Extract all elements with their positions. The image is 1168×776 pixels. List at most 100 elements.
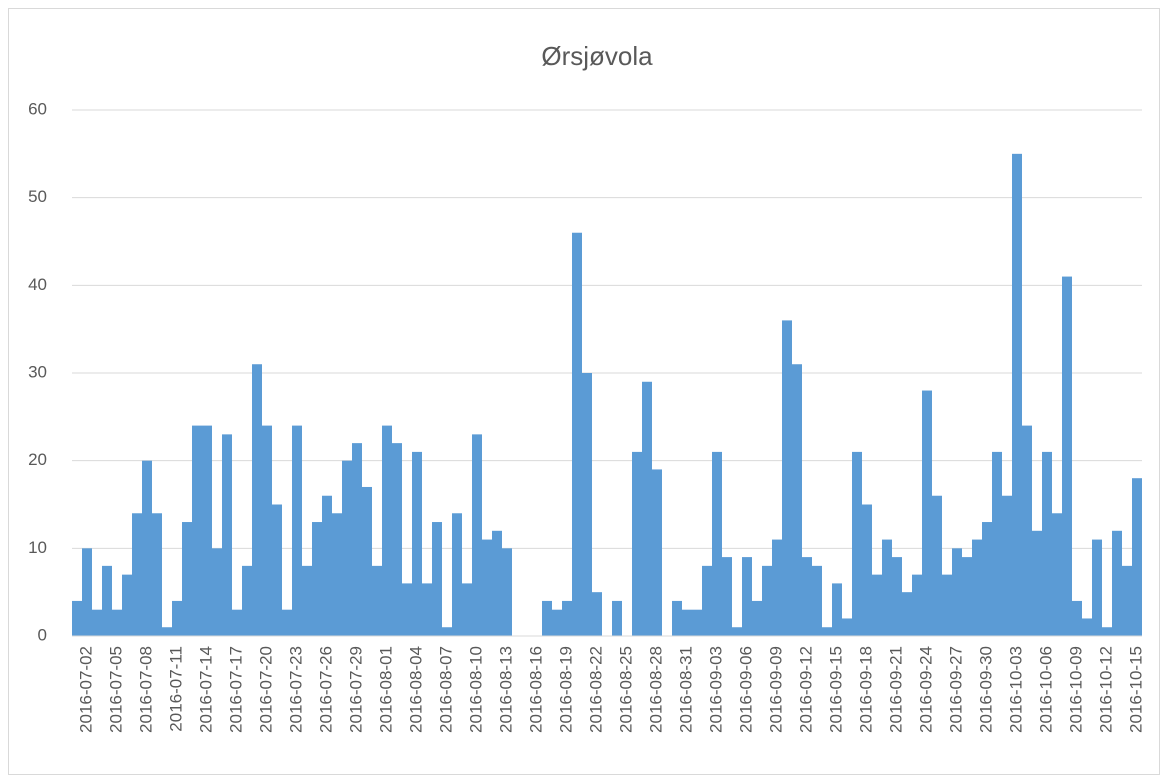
- bar: [92, 609, 102, 636]
- x-tick-label: 2016-07-20: [256, 646, 275, 733]
- x-tick-label: 2016-08-10: [466, 646, 485, 733]
- x-tick-label: 2016-10-09: [1066, 646, 1085, 733]
- bar: [572, 232, 582, 636]
- bar: [372, 565, 382, 636]
- x-tick-label: 2016-07-08: [136, 646, 155, 733]
- bar: [1042, 451, 1052, 636]
- bar: [592, 592, 602, 636]
- bar: [912, 574, 922, 636]
- x-tick-label: 2016-09-18: [856, 646, 875, 733]
- bar: [732, 627, 742, 636]
- x-tick-label: 2016-07-14: [196, 646, 215, 733]
- x-tick-label: 2016-07-17: [226, 646, 245, 733]
- bar: [212, 548, 222, 636]
- x-tick-label: 2016-08-25: [616, 646, 635, 733]
- bar: [832, 583, 842, 636]
- x-tick-label: 2016-09-21: [886, 646, 905, 733]
- x-tick-label: 2016-07-11: [166, 646, 185, 732]
- x-tick-label: 2016-08-07: [436, 646, 455, 733]
- x-tick-label: 2016-07-02: [76, 646, 95, 733]
- bar: [632, 451, 642, 636]
- x-tick-label: 2016-09-09: [766, 646, 785, 733]
- bar: [892, 557, 902, 636]
- x-tick-label: 2016-10-12: [1096, 646, 1115, 733]
- bar: [862, 504, 872, 636]
- bar: [1082, 618, 1092, 636]
- y-tick-label: 40: [28, 275, 47, 294]
- bar: [192, 425, 202, 636]
- bar: [352, 443, 362, 636]
- bar: [282, 609, 292, 636]
- x-tick-label: 2016-08-01: [376, 646, 395, 733]
- bar: [462, 583, 472, 636]
- bar: [802, 557, 812, 636]
- bar: [152, 513, 162, 636]
- bar: [952, 548, 962, 636]
- bar: [252, 364, 262, 636]
- bar: [122, 574, 132, 636]
- x-tick-label: 2016-08-13: [496, 646, 515, 733]
- x-tick-label: 2016-09-03: [706, 646, 725, 733]
- bar: [612, 600, 622, 636]
- bar: [562, 600, 572, 636]
- bar: [442, 627, 452, 636]
- bar: [402, 583, 412, 636]
- x-tick-label: 2016-10-06: [1036, 646, 1055, 733]
- bar: [692, 609, 702, 636]
- bar: [902, 592, 912, 636]
- bar: [822, 627, 832, 636]
- bar: [722, 557, 732, 636]
- bar: [222, 434, 232, 636]
- bar: [232, 609, 242, 636]
- bar: [552, 609, 562, 636]
- bar: [322, 495, 332, 636]
- x-tick-label: 2016-07-26: [316, 646, 335, 733]
- bar: [242, 565, 252, 636]
- x-tick-label: 2016-08-22: [586, 646, 605, 733]
- bar: [682, 609, 692, 636]
- bar: [702, 565, 712, 636]
- bar: [652, 469, 662, 636]
- bar: [1132, 478, 1142, 636]
- bar: [1032, 530, 1042, 636]
- bar: [672, 600, 682, 636]
- bar: [1122, 565, 1132, 636]
- x-tick-label: 2016-07-05: [106, 646, 125, 733]
- bar: [362, 486, 372, 636]
- chart-title: Ørsjøvola: [541, 41, 653, 71]
- bar: [582, 373, 592, 636]
- bar: [162, 627, 172, 636]
- bar: [422, 583, 432, 636]
- bar: [762, 565, 772, 636]
- x-tick-label: 2016-07-23: [286, 646, 305, 733]
- x-tick-label: 2016-09-06: [736, 646, 755, 733]
- bar: [1092, 539, 1102, 636]
- bar: [812, 565, 822, 636]
- x-tick-label: 2016-08-31: [676, 646, 695, 733]
- bar: [1072, 600, 1082, 636]
- bar: [112, 609, 122, 636]
- bar: [1022, 425, 1032, 636]
- x-tick-label: 2016-10-15: [1126, 646, 1145, 733]
- x-tick-label: 2016-09-27: [946, 646, 965, 733]
- bar: [452, 513, 462, 636]
- bar: [72, 600, 82, 636]
- bar: [1102, 627, 1112, 636]
- x-tick-label: 2016-10-03: [1006, 646, 1025, 733]
- bar: [332, 513, 342, 636]
- bar: [932, 495, 942, 636]
- bar: [412, 451, 422, 636]
- bar: [302, 565, 312, 636]
- bar: [1002, 495, 1012, 636]
- y-tick-label: 50: [28, 187, 47, 206]
- bar: [642, 381, 652, 636]
- x-tick-label: 2016-09-15: [826, 646, 845, 733]
- bar: [1112, 530, 1122, 636]
- bar: [942, 574, 952, 636]
- bar: [782, 320, 792, 636]
- x-tick-label: 2016-08-28: [646, 646, 665, 733]
- bar: [262, 425, 272, 636]
- bar: [962, 557, 972, 636]
- bar: [882, 539, 892, 636]
- x-tick-label: 2016-07-29: [346, 646, 365, 733]
